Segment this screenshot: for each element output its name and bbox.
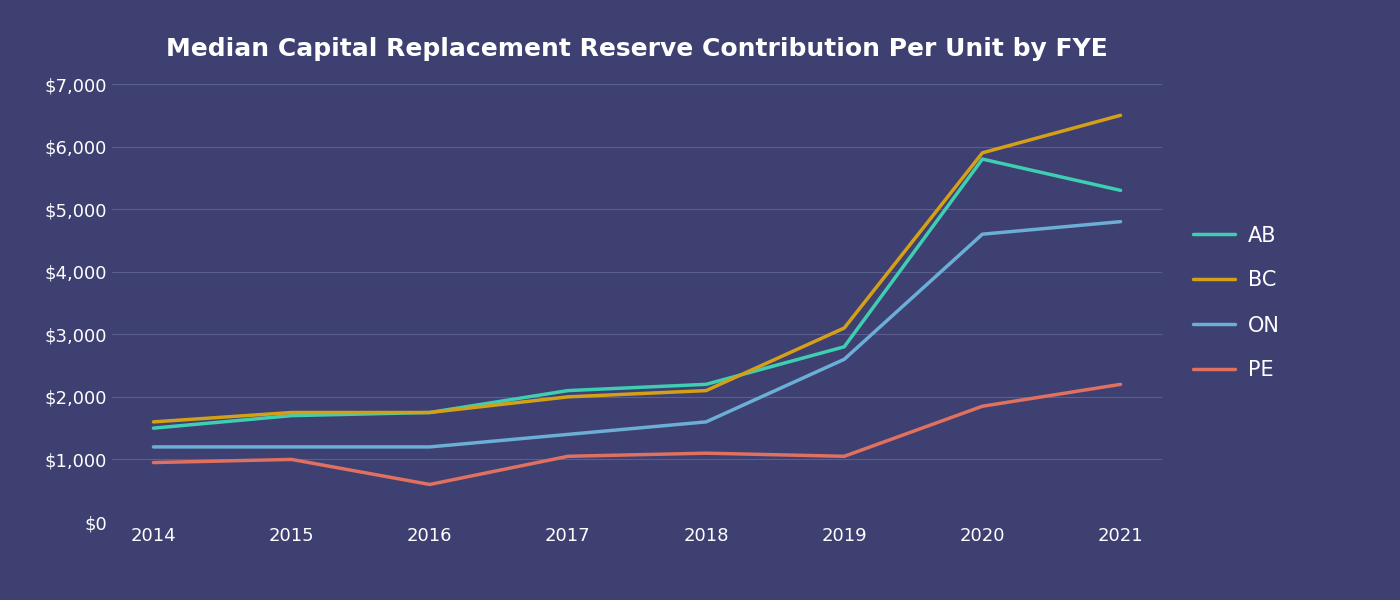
Line: BC: BC — [154, 115, 1120, 422]
AB — [1112, 187, 1128, 194]
AB — [146, 425, 162, 432]
ON — [697, 418, 714, 425]
BC — [1112, 112, 1128, 119]
ON — [283, 443, 300, 451]
Line: ON: ON — [154, 221, 1120, 447]
Line: PE: PE — [154, 385, 1120, 484]
PE — [421, 481, 438, 488]
BC — [146, 418, 162, 425]
BC — [697, 387, 714, 394]
AB — [421, 409, 438, 416]
ON — [560, 431, 577, 438]
Title: Median Capital Replacement Reserve Contribution Per Unit by FYE: Median Capital Replacement Reserve Contr… — [167, 37, 1107, 61]
AB — [283, 412, 300, 419]
PE — [283, 456, 300, 463]
BC — [560, 393, 577, 400]
BC — [974, 149, 991, 157]
BC — [836, 325, 853, 332]
Legend: AB, BC, ON, PE: AB, BC, ON, PE — [1193, 226, 1280, 380]
ON — [421, 443, 438, 451]
AB — [974, 155, 991, 163]
AB — [836, 343, 853, 350]
ON — [146, 443, 162, 451]
AB — [697, 381, 714, 388]
PE — [974, 403, 991, 410]
ON — [1112, 218, 1128, 225]
BC — [283, 409, 300, 416]
PE — [836, 452, 853, 460]
PE — [1112, 381, 1128, 388]
PE — [697, 449, 714, 457]
PE — [146, 459, 162, 466]
Line: AB: AB — [154, 159, 1120, 428]
ON — [836, 356, 853, 363]
PE — [560, 452, 577, 460]
BC — [421, 409, 438, 416]
ON — [974, 230, 991, 238]
AB — [560, 387, 577, 394]
